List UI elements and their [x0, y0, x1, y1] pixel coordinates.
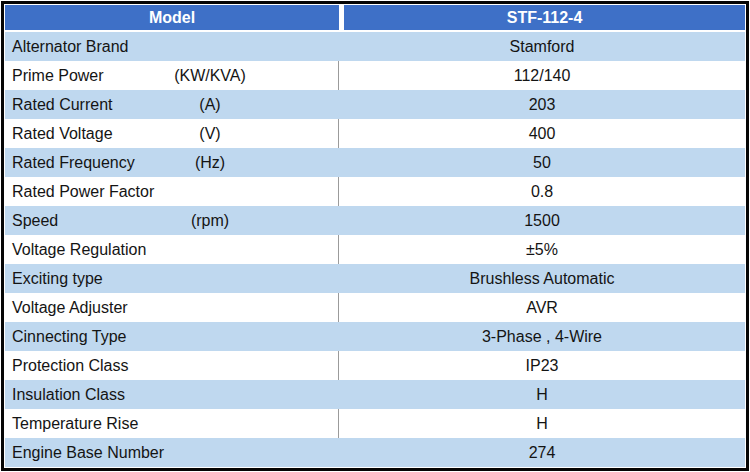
- spec-table: Model STF-112-4 Alternator Brand Stamfor…: [1, 1, 749, 471]
- row-label: Voltage Regulation: [12, 241, 146, 259]
- row-label: Engine Base Number: [12, 444, 164, 462]
- row-unit: (KW/KVA): [174, 67, 246, 85]
- table-row: Exciting type Brushless Automatic: [5, 264, 745, 293]
- table-row: Rated Voltage (V) 400: [5, 119, 745, 148]
- table-row: Speed (rpm) 1500: [5, 206, 745, 235]
- row-label-cell: Engine Base Number: [5, 438, 339, 467]
- table-row: Rated Current (A) 203: [5, 90, 745, 119]
- header-model-label: Model: [5, 5, 339, 30]
- table-body: Alternator Brand Stamford Prime Power (KW…: [5, 32, 745, 467]
- row-value: 50: [339, 148, 745, 177]
- table-row: Engine Base Number 274: [5, 438, 745, 467]
- row-label: Exciting type: [12, 270, 103, 288]
- row-value: 0.8: [339, 177, 745, 206]
- table-row: Voltage Adjuster AVR: [5, 293, 745, 322]
- table-row: Cinnecting Type 3-Phase , 4-Wire: [5, 322, 745, 351]
- row-label: Rated Power Factor: [12, 183, 154, 201]
- table-row: Rated Power Factor 0.8: [5, 177, 745, 206]
- table-row: Voltage Regulation ±5%: [5, 235, 745, 264]
- row-label-cell: Prime Power (KW/KVA): [5, 61, 339, 90]
- row-label-cell: Rated Current (A): [5, 90, 339, 119]
- row-label-cell: Rated Frequency (Hz): [5, 148, 339, 177]
- row-value: Stamford: [339, 32, 745, 61]
- row-value: H: [339, 380, 745, 409]
- row-label: Voltage Adjuster: [12, 299, 128, 317]
- row-label-cell: Temperature Rise: [5, 409, 339, 438]
- row-label-cell: Voltage Regulation: [5, 235, 339, 264]
- row-value: AVR: [339, 293, 745, 322]
- row-value: IP23: [339, 351, 745, 380]
- row-label: Alternator Brand: [12, 38, 129, 56]
- row-label-cell: Alternator Brand: [5, 32, 339, 61]
- row-label: Prime Power: [12, 67, 104, 85]
- table-row: Insulation Class H: [5, 380, 745, 409]
- table-row: Protection Class IP23: [5, 351, 745, 380]
- row-value: 112/140: [339, 61, 745, 90]
- table-header-row: Model STF-112-4: [5, 5, 745, 30]
- row-label-cell: Rated Voltage (V): [5, 119, 339, 148]
- row-value: 400: [339, 119, 745, 148]
- table-row: Rated Frequency (Hz) 50: [5, 148, 745, 177]
- row-unit: (rpm): [191, 212, 229, 230]
- row-unit: (V): [199, 125, 220, 143]
- row-value: 3-Phase , 4-Wire: [339, 322, 745, 351]
- row-value: 1500: [339, 206, 745, 235]
- row-label-cell: Cinnecting Type: [5, 322, 339, 351]
- row-label-cell: Protection Class: [5, 351, 339, 380]
- row-label-cell: Exciting type: [5, 264, 339, 293]
- row-value: 203: [339, 90, 745, 119]
- row-label: Insulation Class: [12, 386, 125, 404]
- row-label-cell: Rated Power Factor: [5, 177, 339, 206]
- row-label: Temperature Rise: [12, 415, 138, 433]
- row-label: Rated Voltage: [12, 125, 113, 143]
- row-unit: (Hz): [195, 154, 225, 172]
- row-label: Speed: [12, 212, 58, 230]
- row-value: 274: [339, 438, 745, 467]
- row-label: Cinnecting Type: [12, 328, 126, 346]
- row-label: Protection Class: [12, 357, 129, 375]
- row-label-cell: Speed (rpm): [5, 206, 339, 235]
- row-label-cell: Insulation Class: [5, 380, 339, 409]
- table-row: Alternator Brand Stamford: [5, 32, 745, 61]
- row-unit: (A): [199, 96, 220, 114]
- row-label: Rated Frequency: [12, 154, 135, 172]
- row-value: Brushless Automatic: [339, 264, 745, 293]
- row-label: Rated Current: [12, 96, 113, 114]
- header-model-value: STF-112-4: [344, 5, 745, 30]
- table-row: Temperature Rise H: [5, 409, 745, 438]
- row-label-cell: Voltage Adjuster: [5, 293, 339, 322]
- table-row: Prime Power (KW/KVA) 112/140: [5, 61, 745, 90]
- row-value: ±5%: [339, 235, 745, 264]
- row-value: H: [339, 409, 745, 438]
